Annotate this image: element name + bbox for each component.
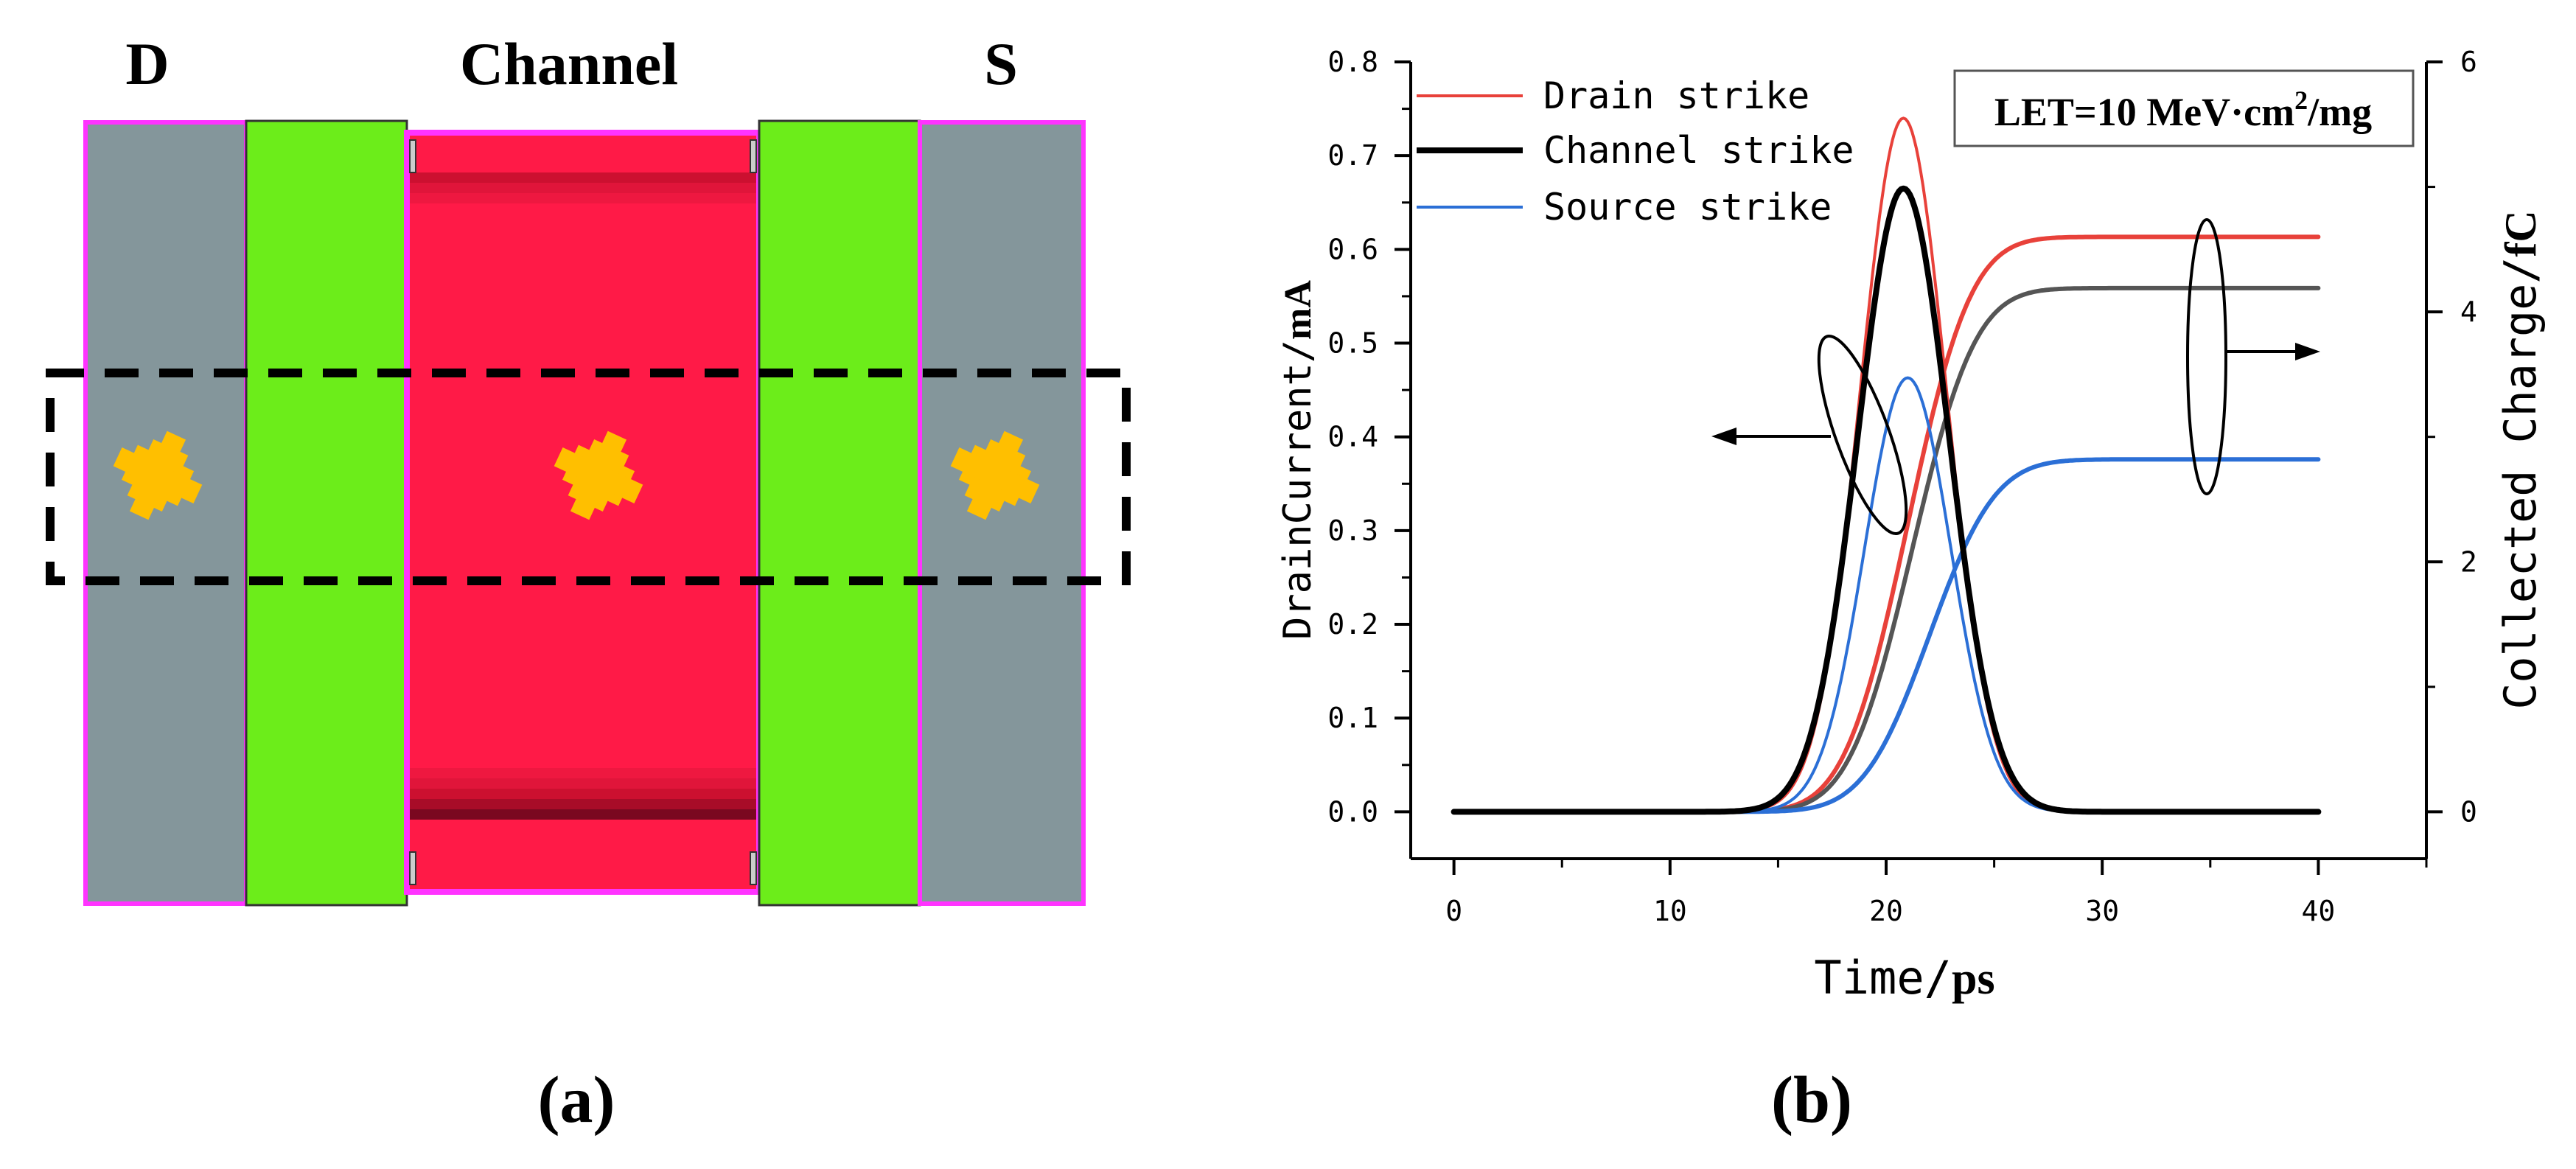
legend-label-source: Source strike xyxy=(1543,186,1832,228)
y-tick-label: 0.6 xyxy=(1327,233,1378,265)
let-annotation-text: LET=10 MeV·cm xyxy=(1994,90,2294,134)
current-peaks-ellipse xyxy=(1817,334,1908,536)
right-spacer xyxy=(758,119,921,907)
strike-marker-source xyxy=(950,430,1040,520)
strike-region-dashed-box xyxy=(46,369,1131,585)
y-tick-label: 0.4 xyxy=(1327,421,1378,453)
y2-axis-label: Collected Charge/fC xyxy=(2495,210,2547,709)
channel-bottom-shading xyxy=(410,768,756,820)
strike-marker-channel xyxy=(554,430,643,520)
y2-tick-label: 6 xyxy=(2460,46,2477,78)
let-annotation: LET=10 MeV·cm2/mg xyxy=(1953,69,2415,147)
x-tick-label: 10 xyxy=(1653,895,1687,927)
y2-tick-label: 2 xyxy=(2460,545,2477,578)
channel-top-shading xyxy=(410,172,756,203)
charge-curves-ellipse xyxy=(2186,218,2227,495)
y-tick-label: 0.7 xyxy=(1327,139,1378,172)
y-tick-label: 0.8 xyxy=(1327,46,1378,78)
right-axis-indicator xyxy=(2186,218,2320,495)
left-axis-indicator xyxy=(1711,334,1908,536)
x-tick-label: 40 xyxy=(2302,895,2336,927)
let-annotation-suffix: /mg xyxy=(2307,90,2372,134)
label-s: S xyxy=(984,30,1018,97)
legend-label-channel: Channel strike xyxy=(1543,129,1854,172)
panel-a-device: D Channel S (a) xyxy=(46,30,1131,1137)
axes-frame xyxy=(1409,62,2428,860)
legend: Drain strike Channel strike Source strik… xyxy=(1417,74,1854,228)
y-tick-label: 0.3 xyxy=(1327,514,1378,547)
source-contact xyxy=(918,120,1086,906)
drain-contact xyxy=(83,120,248,906)
x-tick-label: 30 xyxy=(2085,895,2119,927)
y2-axis-ticks: 0 2 4 6 xyxy=(2426,46,2477,828)
let-annotation-box xyxy=(1953,69,2415,147)
y-axis-label: DrainCurrent/mA xyxy=(1276,280,1320,640)
y2-tick-label: 0 xyxy=(2460,795,2477,828)
x-axis-label: Time/ps xyxy=(1814,951,1994,1005)
gate-notches xyxy=(409,139,757,885)
y2-tick-label: 4 xyxy=(2460,296,2477,328)
strike-marker-drain xyxy=(113,430,203,520)
y-tick-label: 0.2 xyxy=(1327,608,1378,641)
y-tick-label: 0.0 xyxy=(1327,795,1378,828)
series-line-source-strike xyxy=(1452,376,2320,814)
svg-text:LET=10 MeV·cm2/mg: LET=10 MeV·cm2/mg xyxy=(1994,86,2372,134)
series-line-channel-strike xyxy=(1451,185,2322,815)
y-axis-ticks: 0.0 0.1 0.2 0.3 0.4 0.5 0.6 0.7 0.8 xyxy=(1327,46,1411,828)
label-channel: Channel xyxy=(460,30,678,97)
let-annotation-sup: 2 xyxy=(2294,86,2308,115)
y-tick-label: 0.1 xyxy=(1327,702,1378,734)
left-arrow-head-icon xyxy=(1711,428,1736,445)
x-tick-label: 20 xyxy=(1869,895,1903,927)
x-tick-label: 0 xyxy=(1445,895,1462,927)
caption-a: (a) xyxy=(538,1064,615,1137)
panel-b-chart: 0 10 20 30 40 0.0 0.1 0.2 0.3 0.4 0.5 0.6 0.7 0.8 0 2… xyxy=(1276,46,2547,1137)
legend-label-drain: Drain strike xyxy=(1543,74,1809,117)
label-d: D xyxy=(125,30,169,97)
caption-b: (b) xyxy=(1771,1064,1852,1137)
x-axis-ticks: 0 10 20 30 40 xyxy=(1445,859,2428,927)
series-line-source-strike-charge xyxy=(1451,457,2321,814)
left-spacer xyxy=(245,119,408,907)
y-tick-label: 0.5 xyxy=(1327,327,1378,360)
right-arrow-head-icon xyxy=(2295,343,2320,360)
series-layer xyxy=(1451,116,2322,815)
